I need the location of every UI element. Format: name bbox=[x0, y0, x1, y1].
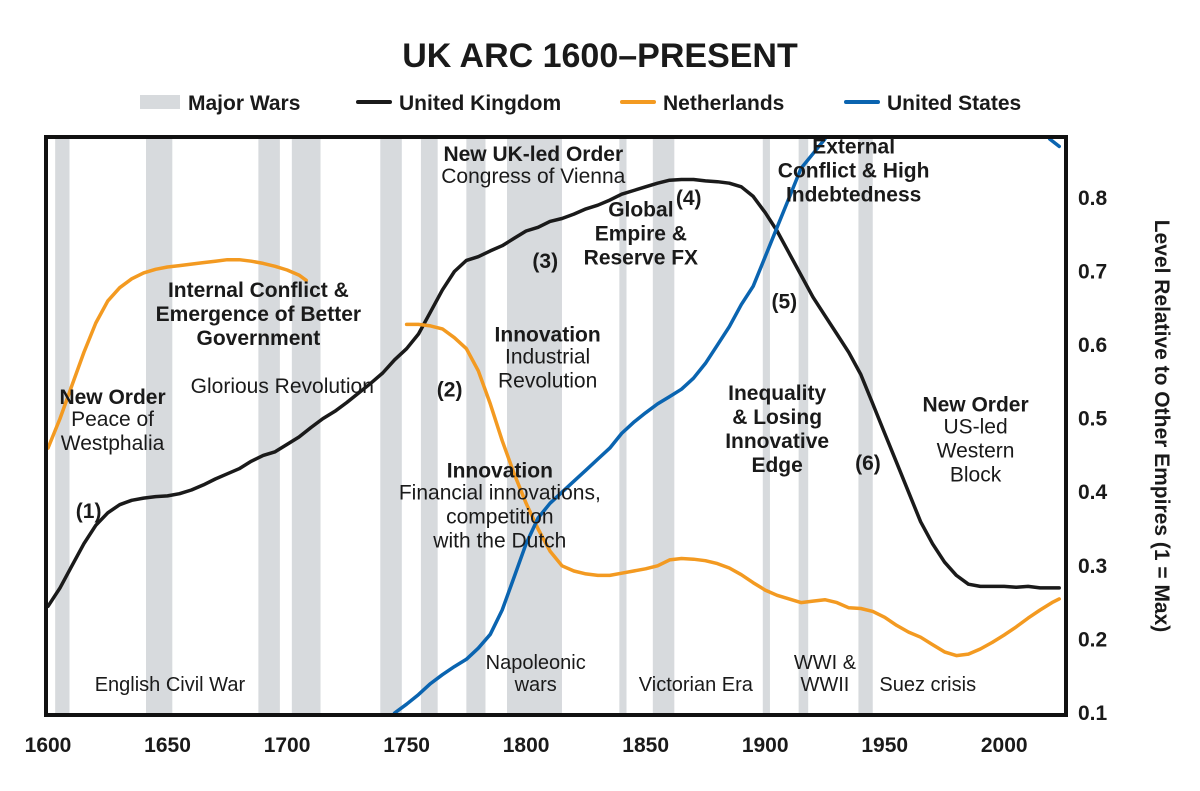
annotation-text-us-led-block-line-2: Western bbox=[937, 439, 1015, 462]
annotation-text-us-led-block-line-1: US-led bbox=[943, 415, 1007, 438]
annotation-heading-new-order-us: New Order bbox=[922, 393, 1028, 416]
y-tick-label-0-4: 0.4 bbox=[1078, 481, 1108, 504]
annotation-text-peace-of-westphalia-line-2: Westphalia bbox=[61, 432, 165, 455]
series-line-united-kingdom bbox=[48, 177, 1061, 609]
war-label-victorian-era: Victorian Era bbox=[639, 674, 754, 696]
annotation-heading-internal-conflict-line-1: Internal Conflict & bbox=[168, 279, 349, 302]
annotations: New Order Internal Conflict &Emergence of… bbox=[59, 136, 1028, 696]
war-band-1756-1763 bbox=[420, 139, 438, 713]
chart-legend: Major Wars United Kingdom Netherlands Unite… bbox=[140, 92, 1021, 115]
x-tick-label-1600: 1600 bbox=[25, 734, 72, 757]
legend-label-major-wars: Major Wars bbox=[188, 92, 300, 115]
x-tick-label-1750: 1750 bbox=[383, 734, 430, 757]
war-label-wwi: WWI & bbox=[794, 652, 857, 674]
y-axis-label: Level Relative to Other Empires (1 = Max… bbox=[1150, 220, 1173, 633]
series-line-united-states bbox=[392, 139, 827, 713]
war-band-1792-1815 bbox=[506, 139, 562, 713]
x-tick-label-1700: 1700 bbox=[264, 734, 311, 757]
annotation-heading-global-empire-line-1: Global bbox=[608, 198, 673, 221]
war-label-suez-crisis: Suez crisis bbox=[879, 674, 976, 696]
annotation-heading-external-conflict-line-3: Indebtedness bbox=[786, 184, 921, 207]
annotation-heading-internal-conflict-line-2: Emergence of Better bbox=[156, 303, 361, 326]
war-band-1688-1697 bbox=[258, 139, 280, 713]
x-tick-label-2000: 2000 bbox=[981, 734, 1028, 757]
x-axis: 1600 1650 1700 1750 1800 1850 1900 1950 2000 bbox=[25, 734, 1028, 757]
annotation-text-industrial-revolution-line-2: Revolution bbox=[498, 369, 597, 392]
stage-label-2: (2) bbox=[437, 379, 463, 402]
annotation-heading-global-empire-line-2: Empire & bbox=[595, 222, 687, 245]
war-band-1914-1918 bbox=[798, 139, 809, 713]
x-tick-label-1900: 1900 bbox=[742, 734, 789, 757]
stage-label-4: (4) bbox=[676, 187, 702, 210]
x-tick-label-1650: 1650 bbox=[144, 734, 191, 757]
y-tick-label-0-6: 0.6 bbox=[1078, 334, 1107, 357]
annotation-heading-new-uk-order: New UK-led Order bbox=[443, 143, 623, 166]
war-label-wars: wars bbox=[514, 674, 557, 696]
war-label-english-civil-war: English Civil War bbox=[95, 674, 246, 696]
series-line-netherlands-decline bbox=[404, 322, 1061, 658]
annotation-heading-inequality-line-4: Edge bbox=[751, 454, 802, 477]
legend-label-united-states: United States bbox=[887, 92, 1021, 115]
war-band-1775-1783 bbox=[466, 139, 486, 713]
legend-label-netherlands: Netherlands bbox=[663, 92, 784, 115]
annotation-heading-innovation-financial: Innovation bbox=[447, 460, 553, 483]
x-tick-label-1950: 1950 bbox=[861, 734, 908, 757]
stage-label-6: (6) bbox=[855, 452, 881, 475]
y-tick-label-0-1: 0.1 bbox=[1078, 702, 1108, 725]
annotation-text-us-led-block-line-3: Block bbox=[950, 463, 1002, 486]
y-axis: 0.1 0.2 0.3 0.4 0.5 0.6 0.7 0.8 bbox=[1078, 187, 1108, 725]
x-tick-label-1850: 1850 bbox=[622, 734, 669, 757]
y-tick-label-0-2: 0.2 bbox=[1078, 628, 1107, 651]
x-tick-label-1800: 1800 bbox=[503, 734, 550, 757]
annotation-heading-inequality-line-3: Innovative bbox=[725, 430, 829, 453]
legend-swatch-major-wars bbox=[140, 95, 180, 109]
annotation-text-financial-innovations-line-1: Financial innovations, bbox=[399, 482, 601, 505]
stage-label-5: (5) bbox=[771, 290, 797, 313]
plot-frame bbox=[44, 135, 1068, 717]
annotation-text-peace-of-westphalia-line-1: Peace of bbox=[71, 408, 154, 431]
annotation-text-financial-innovations-line-2: competition bbox=[446, 506, 553, 529]
war-band-1641-1652 bbox=[146, 139, 173, 713]
annotation-heading-internal-conflict-line-3: Government bbox=[197, 327, 321, 350]
series-line-netherlands bbox=[48, 257, 308, 450]
war-band-1839-1842 bbox=[619, 139, 627, 713]
annotation-heading-external-conflict-line-1: External bbox=[812, 136, 895, 159]
war-label-wwii: WWII bbox=[801, 674, 850, 696]
legend-label-united-kingdom: United Kingdom bbox=[399, 92, 561, 115]
y-tick-label-0-5: 0.5 bbox=[1078, 408, 1108, 431]
stage-label-1: (1) bbox=[76, 500, 102, 523]
annotation-text-industrial-revolution-line-1: Industrial bbox=[505, 345, 590, 368]
series-lines bbox=[48, 139, 1061, 713]
war-band-1739-1748 bbox=[380, 139, 402, 713]
stage-label-3: (3) bbox=[532, 250, 558, 273]
y-tick-label-0-8: 0.8 bbox=[1078, 187, 1108, 210]
y-tick-label-0-3: 0.3 bbox=[1078, 555, 1107, 578]
war-band-1939-1945 bbox=[858, 139, 873, 713]
war-band-1899-1902 bbox=[762, 139, 770, 713]
annotation-heading-external-conflict-line-2: Conflict & High bbox=[778, 160, 930, 183]
annotation-heading-innovation-industrial: Innovation bbox=[495, 323, 601, 346]
chart-title: UK ARC 1600–PRESENT bbox=[402, 37, 798, 75]
annotation-heading-inequality-line-2: & Losing bbox=[732, 406, 822, 429]
war-bands bbox=[55, 139, 873, 713]
annotation-text-financial-innovations-line-3: with the Dutch bbox=[432, 530, 566, 553]
annotation-heading-inequality-line-1: Inequality bbox=[728, 382, 826, 405]
war-band-1603-1609 bbox=[55, 139, 70, 713]
annotation-text-glorious-revolution: Glorious Revolution bbox=[191, 375, 374, 398]
series-line-united-states-late bbox=[1047, 139, 1061, 149]
annotation-text-congress-vienna: Congress of Vienna bbox=[441, 165, 625, 188]
war-label-napoleonic: Napoleonic bbox=[486, 652, 586, 674]
annotation-heading-new-order-westphalia: New Order bbox=[59, 386, 165, 409]
y-tick-label-0-7: 0.7 bbox=[1078, 260, 1107, 283]
annotation-heading-global-empire-line-3: Reserve FX bbox=[584, 246, 698, 269]
war-band-1853-1862 bbox=[652, 139, 675, 713]
war-band-1702-1714 bbox=[291, 139, 321, 713]
